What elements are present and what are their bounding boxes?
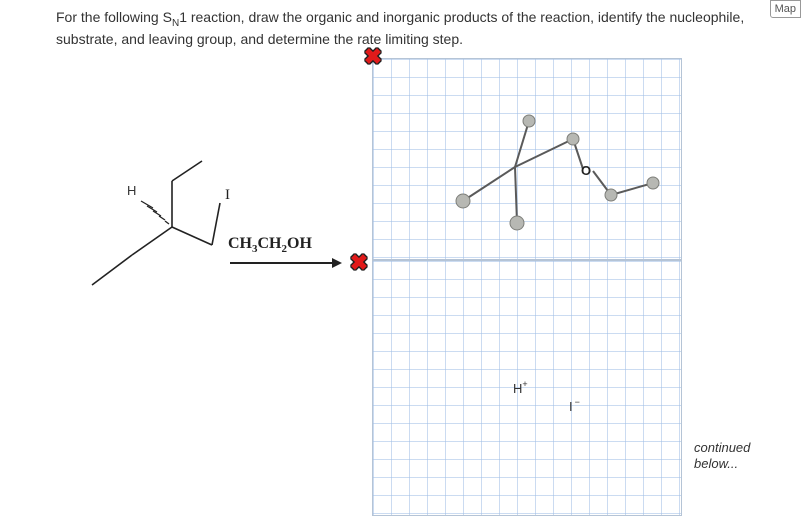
i-minus-label: I− [569, 397, 580, 414]
continued-note: continued below... [694, 440, 750, 471]
reactant-structure: I H [72, 155, 242, 305]
incorrect-mark-icon: ✖ [348, 252, 370, 274]
question-text: For the following SN1 reaction, draw the… [56, 8, 746, 49]
continued-line1: continued [694, 440, 750, 455]
iodine-label: I [225, 187, 230, 203]
question-pre: For the following S [56, 9, 172, 25]
incorrect-mark-icon: ✖ [362, 46, 384, 68]
hydrogen-label: H [127, 183, 136, 198]
reagent-p1: CH [228, 235, 252, 252]
map-button[interactable]: Map [770, 0, 801, 18]
organic-product-nodes [456, 115, 659, 230]
reactant-bonds [92, 161, 220, 285]
h-plus-label: H+ [513, 379, 528, 396]
reagent-label: CH3CH2OH [228, 235, 312, 255]
continued-line2: below... [694, 456, 738, 471]
oxygen-label: O [581, 163, 591, 178]
product-canvas-inorganic[interactable]: H+ I− [372, 260, 682, 516]
product-canvas-organic[interactable]: O [372, 58, 682, 260]
reagent-p3: OH [287, 235, 312, 252]
reagent-p2: CH [258, 235, 282, 252]
reaction-arrow [230, 262, 340, 264]
organic-product-bonds [463, 121, 653, 223]
